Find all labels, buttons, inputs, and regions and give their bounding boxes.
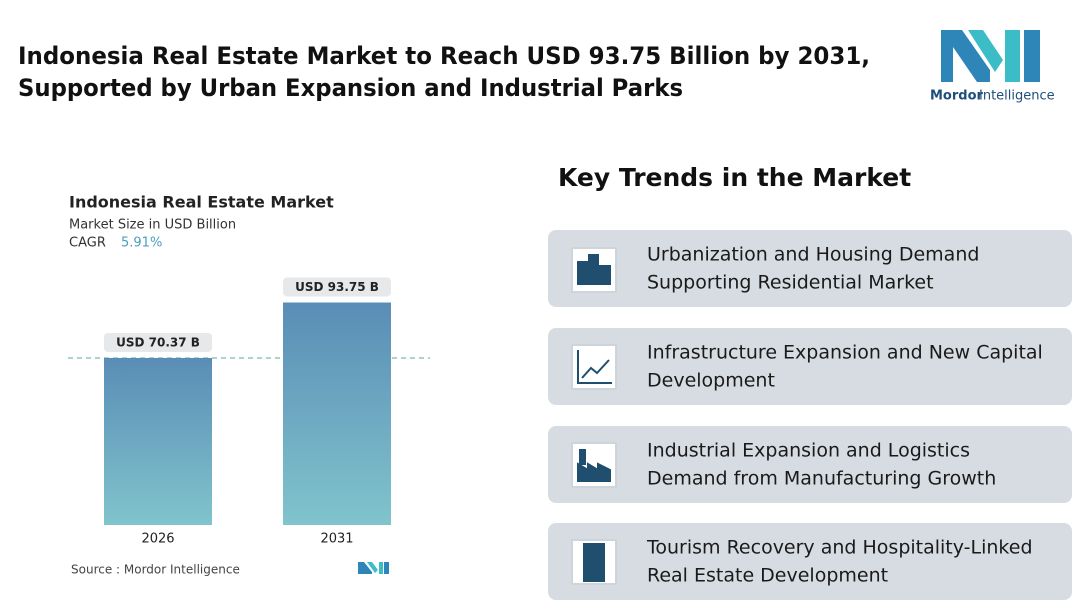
bar <box>283 302 391 525</box>
page-title: Indonesia Real Estate Market to Reach US… <box>18 42 870 70</box>
trend-card <box>548 426 1072 503</box>
trend-text: Industrial Expansion and Logistics <box>647 440 970 462</box>
x-tick-label: 2026 <box>141 532 174 547</box>
trends-title: Key Trends in the Market <box>558 163 911 192</box>
brand-second: Intelligence <box>979 89 1055 104</box>
chart-subtitle: Market Size in USD Billion <box>69 218 236 233</box>
trend-text: Demand from Manufacturing Growth <box>647 468 996 490</box>
trend-text: Supporting Residential Market <box>647 272 934 294</box>
logo <box>941 30 1040 82</box>
trend-text: Real Estate Development <box>647 565 888 587</box>
page-title: Supported by Urban Expansion and Industr… <box>18 74 683 102</box>
cagr-value: 5.91% <box>121 236 162 251</box>
value-label: USD 70.37 B <box>116 335 200 349</box>
trend-text: Development <box>647 370 775 392</box>
trend-text: Urbanization and Housing Demand <box>647 244 979 266</box>
x-tick-label: 2031 <box>320 532 353 547</box>
chart-title: Indonesia Real Estate Market <box>69 193 334 212</box>
trend-card <box>548 523 1072 600</box>
trend-card <box>548 230 1072 307</box>
trend-text: Tourism Recovery and Hospitality-Linked <box>646 537 1033 559</box>
cagr-label: CAGR <box>69 236 106 251</box>
brand-first: Mordor <box>930 89 984 104</box>
source: Source : Mordor Intelligence <box>71 563 240 577</box>
value-label-bg <box>283 277 391 297</box>
source-logo <box>358 562 389 574</box>
bar <box>104 357 212 525</box>
value-label: USD 93.75 B <box>295 280 379 294</box>
trend-text: Infrastructure Expansion and New Capital <box>647 342 1043 364</box>
trend-card <box>548 328 1072 405</box>
icons <box>571 247 617 585</box>
value-label-bg <box>104 332 212 352</box>
